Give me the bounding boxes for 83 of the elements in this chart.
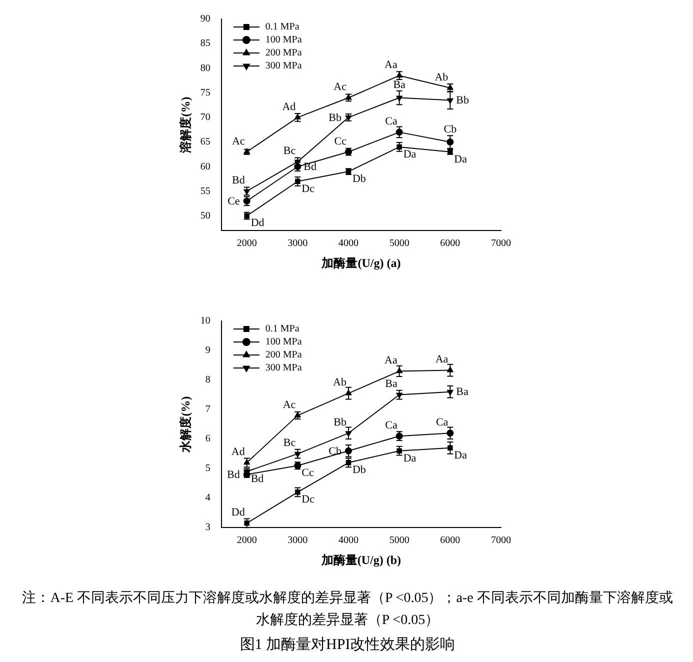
annotation: Bb — [456, 94, 470, 107]
legend-label: 300 MPa — [265, 60, 302, 72]
annotation: Ad — [231, 446, 246, 458]
annotation: Aa — [384, 354, 398, 367]
y-tick-label: 10 — [200, 316, 210, 327]
y-tick-label: 9 — [205, 345, 210, 356]
annotation: Dc — [302, 182, 315, 195]
annotation: Dd — [250, 217, 265, 230]
x-axis-title: 加酶量(U/g) (a) — [320, 256, 401, 270]
x-tick-label: 4000 — [338, 535, 358, 546]
y-tick-label: 3 — [205, 522, 210, 534]
x-tick-label: 6000 — [440, 238, 460, 250]
y-axis-title: 水解度(%) — [178, 396, 192, 454]
annotation: Ba — [456, 386, 468, 398]
y-axis-title: 溶解度(%) — [178, 96, 192, 154]
annotation: Bc — [283, 437, 296, 450]
annotation: Db — [352, 464, 366, 476]
annotation: Bd — [232, 174, 246, 187]
annotation: Ab — [333, 376, 347, 389]
annotation: Ba — [385, 378, 398, 390]
annotation: Ca — [436, 416, 448, 429]
x-tick-label: 4000 — [338, 238, 358, 250]
annotation: Bd — [304, 161, 317, 174]
annotation: Cc — [302, 467, 314, 480]
legend-label: 200 MPa — [265, 350, 302, 361]
annotation: Aa — [384, 58, 398, 71]
annotation: Da — [403, 148, 416, 160]
y-tick-label: 55 — [200, 186, 210, 197]
y-tick-label: 60 — [200, 161, 210, 172]
x-tick-label: 7000 — [491, 238, 511, 250]
x-axis-title: 加酶量(U/g) (b) — [320, 552, 402, 567]
y-tick-label: 80 — [200, 62, 210, 74]
annotation: Ba — [393, 79, 406, 92]
y-tick-label: 5 — [205, 463, 210, 474]
annotation: Ad — [282, 100, 296, 113]
annotation: Ca — [385, 419, 398, 432]
legend-label: 0.1 MPa — [265, 22, 300, 33]
y-tick-label: 70 — [200, 112, 210, 124]
x-tick-label: 7000 — [491, 535, 511, 546]
legend-label: 200 MPa — [265, 48, 302, 59]
annotation: Db — [352, 172, 366, 185]
caption: 图1 加酶量对HPI改性效果的影响 — [238, 636, 456, 655]
y-tick-label: 6 — [205, 434, 210, 445]
annotation: Ac — [282, 398, 296, 411]
x-tick-label: 5000 — [389, 238, 410, 250]
legend-label: 100 MPa — [265, 336, 302, 348]
annotation: Bd — [250, 472, 264, 485]
annotation: Ac — [232, 135, 245, 148]
annotation: Ce — [228, 195, 240, 208]
annotation: Bb — [328, 112, 342, 124]
y-tick-label: 50 — [200, 210, 210, 222]
y-tick-label: 4 — [205, 492, 210, 504]
x-tick-label: 5000 — [389, 535, 410, 546]
annotation: Da — [403, 452, 416, 464]
x-tick-label: 3000 — [288, 238, 308, 250]
y-tick-label: 65 — [200, 136, 210, 148]
x-tick-label: 3000 — [288, 535, 308, 546]
annotation: Aa — [435, 354, 448, 366]
text: 注：A-E 不同表示不同压力下溶解度或水解度的差异显著（P <0.05）；a-e 不同表示不同加酶量下溶解度或水解度的差异显著（P <0.05） — [21, 589, 674, 630]
annotation: Cb — [444, 123, 458, 136]
annotation: Dd — [231, 506, 246, 519]
annotation: Ab — [434, 71, 449, 84]
annotation: Da — [454, 153, 468, 166]
annotation: Dc — [302, 494, 315, 506]
legend-label: 300 MPa — [265, 362, 302, 374]
y-tick-label: 8 — [205, 374, 210, 386]
y-tick-label: 7 — [205, 404, 210, 416]
annotation: Bb — [334, 416, 347, 429]
annotation: Da — [454, 449, 468, 462]
y-tick-label: 90 — [200, 14, 210, 25]
annotation: Ac — [334, 81, 347, 94]
x-tick-label: 2000 — [236, 535, 257, 546]
legend-label: 0.1 MPa — [265, 324, 300, 335]
legend-label: 100 MPa — [265, 34, 302, 46]
annotation: Cc — [334, 135, 347, 148]
x-tick-label: 2000 — [236, 238, 257, 250]
annotation: Bc — [283, 145, 296, 158]
y-tick-label: 85 — [200, 38, 210, 50]
annotation: Cb — [328, 445, 342, 458]
y-tick-label: 75 — [200, 87, 210, 98]
annotation: Bd — [226, 468, 240, 481]
x-tick-label: 6000 — [440, 535, 460, 546]
annotation: Ca — [385, 116, 398, 128]
